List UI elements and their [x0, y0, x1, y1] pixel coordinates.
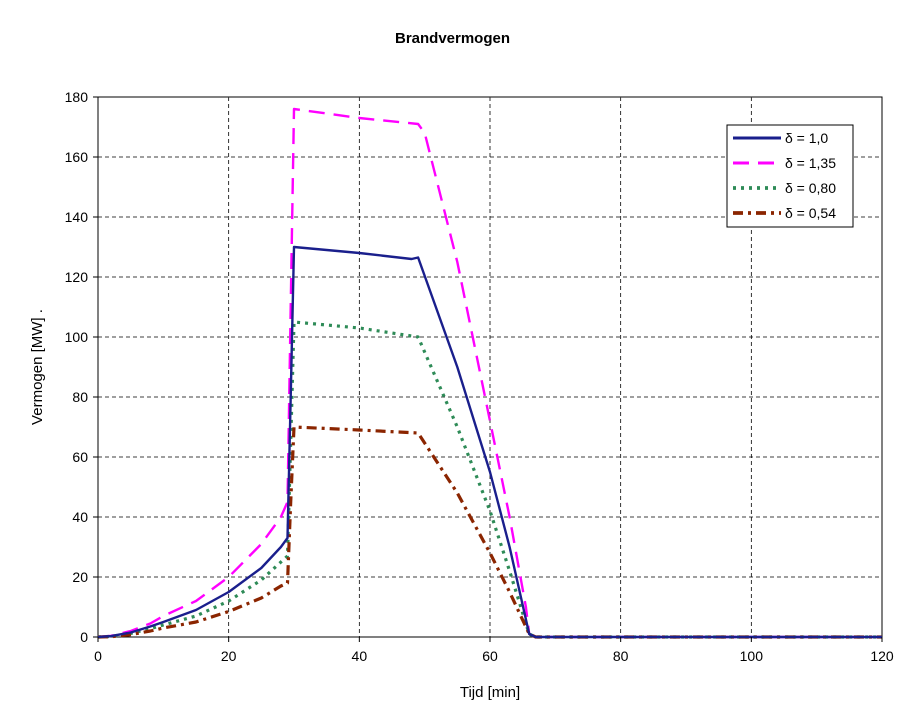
- legend-label-1: δ = 1,35: [785, 155, 836, 171]
- x-tick-label: 40: [352, 648, 368, 664]
- y-tick-label: 0: [80, 629, 88, 645]
- series-line-3: [97, 425, 882, 639]
- legend-label-3: δ = 0,54: [785, 205, 836, 221]
- y-tick-label: 120: [65, 269, 89, 285]
- x-tick-label: 0: [94, 648, 102, 664]
- legend: δ = 1,0 δ = 1,35 δ = 0,80 δ = 0,54: [726, 124, 854, 228]
- y-tick-label: 80: [72, 389, 88, 405]
- legend-label-0: δ = 1,0: [785, 130, 828, 146]
- y-tick-label: 20: [72, 569, 88, 585]
- chart-title: Brandvermogen: [394, 30, 511, 47]
- series-line-0: [97, 245, 882, 639]
- y-tick-label: 40: [72, 509, 88, 525]
- y-tick-label: 60: [72, 449, 88, 465]
- x-axis-ticks: 0 20 40 60 80 100 120: [94, 637, 894, 664]
- y-tick-label: 140: [65, 209, 89, 225]
- y-axis-ticks: 0 20 40 60 80 100 120 140 160 180: [65, 89, 98, 645]
- legend-box: [726, 124, 854, 228]
- y-tick-label: 100: [65, 329, 89, 345]
- x-tick-label: 100: [740, 648, 764, 664]
- legend-label-2: δ = 0,80: [785, 180, 836, 196]
- x-tick-label: 20: [221, 648, 237, 664]
- series-line-1: [97, 107, 882, 639]
- x-tick-label: 60: [482, 648, 498, 664]
- y-axis-label: Vermogen [MW] .: [29, 309, 46, 425]
- series-lines: [97, 107, 882, 639]
- y-tick-label: 180: [65, 89, 89, 105]
- series-line-2: [97, 320, 882, 639]
- x-axis-label: Tijd [min]: [460, 684, 520, 701]
- y-tick-label: 160: [65, 149, 89, 165]
- x-tick-label: 120: [870, 648, 894, 664]
- x-tick-label: 80: [613, 648, 629, 664]
